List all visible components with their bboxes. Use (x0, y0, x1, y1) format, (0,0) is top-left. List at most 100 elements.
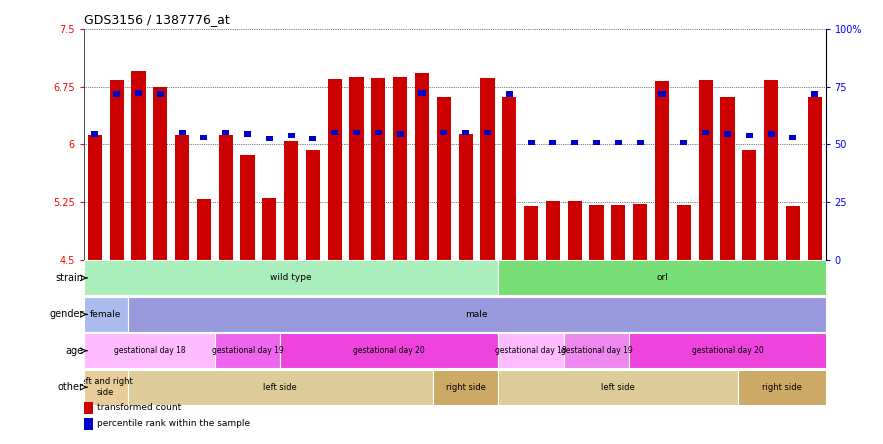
Text: percentile rank within the sample: percentile rank within the sample (97, 420, 251, 428)
Bar (309, 136, 316, 141)
Bar (415, 73, 429, 260)
Text: gestational day 18: gestational day 18 (114, 346, 185, 355)
Bar (590, 205, 604, 260)
Bar (419, 91, 426, 96)
Bar (721, 97, 735, 260)
Text: gestational day 18: gestational day 18 (495, 346, 567, 355)
Text: right side: right side (446, 383, 486, 392)
Bar (611, 205, 625, 260)
Bar (659, 91, 666, 97)
Bar (546, 201, 560, 260)
Bar (484, 130, 491, 135)
Bar (568, 201, 582, 260)
Bar (789, 135, 796, 140)
Text: left and right
side: left and right side (79, 377, 133, 397)
Bar (91, 131, 98, 137)
Bar (746, 133, 753, 138)
Bar (84, 333, 215, 368)
Bar (135, 91, 142, 96)
Bar (458, 134, 472, 260)
Bar (702, 130, 709, 135)
Bar (84, 261, 498, 295)
Bar (571, 140, 578, 145)
Bar (113, 91, 120, 97)
Bar (288, 133, 295, 138)
Bar (676, 205, 691, 260)
Text: gestational day 20: gestational day 20 (691, 346, 763, 355)
Bar (480, 78, 494, 260)
Bar (240, 155, 254, 260)
Bar (724, 131, 731, 137)
Text: GDS3156 / 1387776_at: GDS3156 / 1387776_at (84, 13, 230, 26)
Bar (498, 370, 738, 404)
Bar (280, 333, 498, 368)
Bar (84, 297, 127, 332)
Bar (786, 206, 800, 260)
Bar (633, 204, 647, 260)
Bar (498, 261, 826, 295)
Bar (328, 79, 342, 260)
Bar (437, 97, 451, 260)
Text: transformed count: transformed count (97, 404, 182, 412)
Text: gestational day 19: gestational day 19 (212, 346, 283, 355)
Bar (441, 130, 448, 135)
Bar (698, 79, 713, 260)
Text: right side: right side (762, 383, 802, 392)
Bar (84, 402, 93, 414)
Text: left side: left side (601, 383, 635, 392)
Text: age: age (65, 346, 84, 356)
Text: female: female (90, 310, 121, 319)
Bar (200, 135, 208, 140)
Bar (87, 135, 102, 260)
Bar (396, 131, 404, 137)
Bar (630, 333, 826, 368)
Text: gestational day 19: gestational day 19 (561, 346, 632, 355)
Bar (527, 140, 534, 145)
Bar (767, 131, 774, 137)
Bar (764, 79, 778, 260)
Bar (84, 370, 127, 404)
Bar (680, 140, 687, 145)
Bar (156, 91, 163, 97)
Bar (372, 78, 386, 260)
Bar (593, 140, 600, 145)
Bar (743, 151, 757, 260)
Bar (502, 97, 517, 260)
Bar (153, 87, 168, 260)
Bar (215, 333, 280, 368)
Bar (219, 135, 233, 260)
Bar (393, 77, 407, 260)
Bar (811, 91, 819, 97)
Bar (738, 370, 826, 404)
Bar (178, 130, 185, 135)
Bar (84, 418, 93, 430)
Text: gestational day 20: gestational day 20 (353, 346, 426, 355)
Bar (132, 71, 146, 260)
Bar (549, 140, 556, 145)
Bar (433, 370, 498, 404)
Bar (266, 136, 273, 141)
Text: other: other (58, 382, 84, 392)
Bar (197, 199, 211, 260)
Bar (109, 80, 124, 260)
Bar (655, 81, 669, 260)
Bar (262, 198, 276, 260)
Bar (462, 130, 469, 135)
Bar (284, 141, 298, 260)
Text: gender: gender (49, 309, 84, 319)
Bar (808, 97, 822, 260)
Bar (637, 140, 644, 145)
Text: orl: orl (656, 274, 668, 282)
Text: male: male (465, 310, 487, 319)
Bar (498, 333, 564, 368)
Bar (244, 131, 251, 137)
Text: left side: left side (263, 383, 297, 392)
Bar (306, 151, 320, 260)
Bar (175, 135, 189, 260)
Bar (350, 76, 364, 260)
Bar (223, 130, 230, 135)
Bar (127, 370, 433, 404)
Bar (615, 140, 622, 145)
Bar (564, 333, 630, 368)
Bar (331, 130, 338, 135)
